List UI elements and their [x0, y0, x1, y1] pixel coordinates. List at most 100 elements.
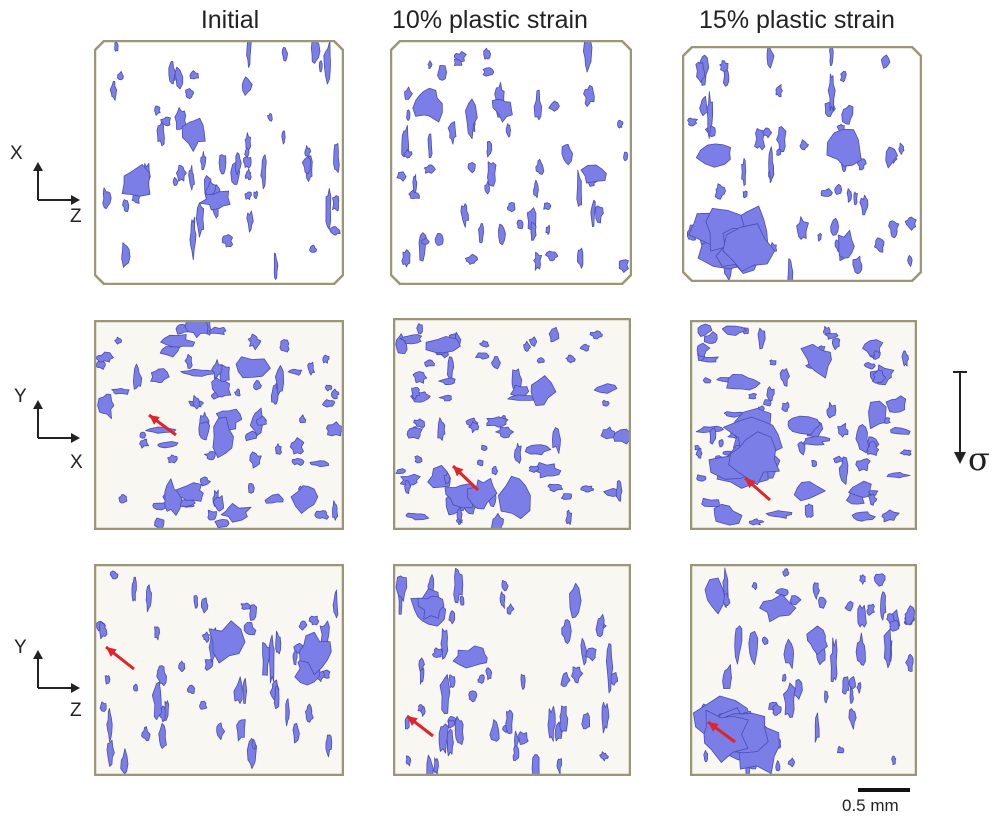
pore — [204, 181, 217, 197]
pore — [783, 638, 794, 669]
pore — [779, 368, 790, 387]
pore — [99, 701, 107, 712]
pore — [246, 40, 252, 68]
pore — [156, 121, 165, 147]
pore-cluster — [491, 98, 513, 123]
pore-cluster — [425, 336, 461, 354]
pore — [814, 712, 820, 743]
axis-triad-icon-row3 — [33, 650, 80, 693]
pore — [120, 748, 129, 775]
pore-cluster — [199, 190, 231, 211]
pore — [889, 619, 900, 632]
pore — [523, 340, 532, 352]
pore — [599, 751, 609, 762]
pore — [885, 146, 898, 169]
pore — [898, 142, 905, 155]
pore — [528, 465, 540, 473]
pore — [477, 674, 485, 684]
pore — [453, 568, 464, 604]
pore — [697, 323, 713, 337]
pore — [530, 221, 537, 241]
pore — [595, 205, 604, 224]
pore — [852, 255, 863, 275]
pore — [201, 631, 210, 643]
pore — [556, 758, 563, 776]
pore — [757, 327, 766, 350]
pore — [454, 716, 464, 745]
pore — [905, 653, 914, 672]
pore — [325, 188, 332, 230]
pore — [291, 458, 305, 466]
pore — [617, 119, 624, 129]
pore — [734, 625, 743, 665]
pore-cluster — [290, 485, 319, 514]
pore — [304, 703, 314, 723]
pore-cluster — [164, 478, 183, 516]
pore — [479, 340, 490, 348]
pore — [888, 220, 900, 239]
pore — [719, 60, 729, 72]
pore — [834, 183, 843, 195]
pore — [812, 582, 820, 600]
pore — [309, 244, 317, 253]
pore — [699, 95, 709, 117]
pore — [873, 573, 886, 587]
pore — [332, 195, 340, 212]
pore — [548, 100, 560, 112]
pore — [571, 666, 584, 684]
pore — [830, 637, 838, 683]
pore — [702, 377, 712, 384]
axis-label-vertical-row1: X — [10, 143, 23, 164]
pore — [468, 421, 480, 434]
pore-cluster — [530, 375, 557, 406]
pore — [713, 503, 743, 526]
pore — [438, 377, 456, 386]
pore — [440, 628, 449, 660]
pore-cluster — [837, 229, 855, 259]
pore — [150, 368, 170, 383]
column-title-initial: Initial — [200, 6, 260, 34]
pore — [548, 326, 560, 343]
pore — [558, 705, 569, 733]
pore — [465, 253, 479, 265]
pore — [751, 582, 758, 591]
pore — [174, 66, 184, 90]
pore — [418, 657, 425, 672]
pore — [323, 40, 331, 85]
pore — [880, 54, 891, 69]
stress-direction-arrow-icon — [953, 371, 967, 464]
pore-cluster — [695, 143, 731, 168]
pore — [427, 60, 433, 69]
pore-cluster — [452, 645, 488, 669]
pore — [178, 660, 186, 673]
pore — [240, 602, 251, 610]
pore — [406, 427, 423, 440]
panel-10-yx — [393, 318, 631, 530]
pore — [695, 61, 706, 83]
pore — [268, 634, 275, 684]
pore — [742, 190, 748, 199]
red-arrow-head — [106, 647, 117, 657]
pore — [289, 437, 305, 455]
stress-symbol: σ — [968, 440, 990, 478]
pore — [533, 251, 542, 271]
pore — [408, 189, 420, 199]
pore-cluster — [498, 475, 531, 519]
pore — [411, 387, 420, 400]
pore — [446, 728, 454, 757]
pore — [766, 47, 775, 69]
pore — [448, 674, 456, 688]
pore — [110, 570, 119, 580]
pore — [863, 362, 876, 370]
pore — [211, 359, 223, 379]
pore — [524, 444, 552, 456]
pore — [447, 121, 457, 145]
panel-initial-yx — [94, 320, 344, 530]
pore — [433, 757, 439, 775]
pore — [218, 154, 227, 175]
pore — [695, 425, 724, 433]
pore-cluster — [212, 416, 234, 459]
pore-cluster — [787, 415, 821, 436]
red-arrow-head — [708, 722, 719, 732]
pore — [448, 610, 456, 625]
